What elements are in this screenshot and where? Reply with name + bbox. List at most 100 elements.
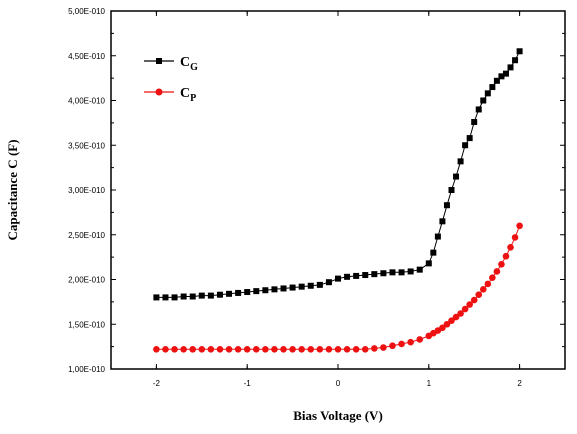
data-point-cg xyxy=(335,275,341,282)
data-point-cp xyxy=(307,346,315,353)
series-layer xyxy=(153,48,523,353)
data-point-cp xyxy=(389,342,396,350)
data-point-cg xyxy=(380,270,387,277)
data-point-cp xyxy=(180,346,187,353)
data-point-cg xyxy=(316,281,323,288)
y-tick-label: 4,50E-010 xyxy=(68,52,105,61)
data-point-cp xyxy=(352,346,360,353)
legend-label-cg-sub: G xyxy=(190,62,198,73)
data-point-cg xyxy=(207,292,214,299)
data-point-cp xyxy=(252,346,260,353)
data-point-cp xyxy=(325,346,333,353)
data-point-cp xyxy=(466,301,473,308)
data-point-cp xyxy=(153,346,160,353)
legend: CG CP xyxy=(144,55,198,104)
data-point-cg xyxy=(512,57,519,64)
data-point-cg xyxy=(462,142,469,149)
data-point-cp xyxy=(271,346,278,353)
data-point-cp xyxy=(398,340,405,348)
data-point-cp xyxy=(457,310,464,317)
data-point-cg xyxy=(153,294,160,301)
data-point-cg xyxy=(216,291,223,298)
data-point-cg xyxy=(453,173,460,180)
y-tick-label: 2,50E-010 xyxy=(68,231,105,240)
series-line-cg xyxy=(156,51,521,298)
data-point-cg xyxy=(180,293,187,300)
data-point-cg xyxy=(507,64,514,71)
series-line-cp xyxy=(156,225,521,350)
data-point-cp xyxy=(171,346,178,353)
data-point-cp xyxy=(511,234,519,241)
data-point-cp xyxy=(189,346,197,353)
y-tick-label: 5,00E-010 xyxy=(68,7,105,16)
legend-label-cg-main: C xyxy=(180,55,190,70)
data-point-cp xyxy=(489,274,496,282)
data-point-cg xyxy=(434,233,441,240)
data-point-cg xyxy=(416,266,423,273)
data-point-cp xyxy=(439,324,446,332)
data-point-cp xyxy=(502,252,510,260)
data-point-cp xyxy=(479,286,487,293)
data-point-cg xyxy=(198,292,205,299)
y-tick-label: 2,00E-010 xyxy=(68,276,105,285)
legend-label-cp-main: C xyxy=(180,86,190,101)
data-point-cp xyxy=(262,346,269,353)
y-tick-label: 1,00E-010 xyxy=(68,365,105,374)
data-point-cg xyxy=(471,118,478,125)
data-point-cp xyxy=(371,345,378,352)
x-axis-title: Bias Voltage (V) xyxy=(293,408,383,423)
data-point-cg xyxy=(253,288,260,295)
data-point-cp xyxy=(280,346,287,353)
y-tick-label: 1,50E-010 xyxy=(68,320,105,329)
data-point-cg xyxy=(244,289,251,296)
x-tick-label: 1 xyxy=(427,379,432,388)
y-tick-label: 4,00E-010 xyxy=(68,97,105,106)
data-point-cg xyxy=(298,283,305,290)
data-point-cg xyxy=(389,269,396,276)
data-point-cp xyxy=(334,346,342,353)
data-point-cg xyxy=(289,284,296,291)
x-tick-label: -2 xyxy=(153,379,161,388)
data-point-cp xyxy=(361,346,369,353)
data-point-cg xyxy=(325,279,332,286)
data-point-cg xyxy=(171,294,178,301)
data-point-cp xyxy=(452,313,460,321)
data-point-cp xyxy=(380,344,387,351)
y-tick-label: 3,50E-010 xyxy=(68,141,105,150)
data-point-cg xyxy=(262,287,269,294)
data-point-cg xyxy=(407,268,414,275)
data-point-cp xyxy=(162,346,169,353)
legend-marker-cg xyxy=(156,58,162,64)
data-point-cg xyxy=(480,97,487,104)
data-point-cp xyxy=(243,346,251,353)
data-point-cg xyxy=(362,272,369,279)
data-point-cp xyxy=(498,260,505,268)
data-point-cg xyxy=(457,158,464,165)
data-point-cg xyxy=(502,70,509,77)
data-point-cp xyxy=(461,305,469,313)
data-point-cp xyxy=(493,268,501,275)
data-point-cp xyxy=(475,291,483,299)
legend-label-cg: CG xyxy=(180,55,198,73)
data-point-cp xyxy=(289,346,296,353)
data-point-cg xyxy=(430,249,437,256)
data-point-cg xyxy=(475,106,482,113)
legend-item-cg: CG xyxy=(144,55,198,73)
legend-label-cp-sub: P xyxy=(190,93,196,104)
data-point-cg xyxy=(398,269,405,276)
legend-item-cp: CP xyxy=(144,86,196,104)
data-point-cp xyxy=(343,346,351,353)
data-point-cg xyxy=(189,293,196,300)
data-point-cp xyxy=(516,222,523,230)
legend-marker-cp xyxy=(155,88,163,96)
legend-label-cp: CP xyxy=(180,86,196,104)
data-point-cg xyxy=(371,271,378,278)
data-point-cp xyxy=(407,338,414,346)
data-point-cg xyxy=(439,218,446,225)
y-axis-ticks: 1,00E-010 1,50E-010 2,00E-010 2,50E-010 3,00… xyxy=(68,7,565,374)
data-point-cp xyxy=(470,296,478,304)
data-point-cg xyxy=(484,90,491,97)
x-tick-label: 0 xyxy=(336,379,341,388)
data-point-cg xyxy=(226,290,233,297)
